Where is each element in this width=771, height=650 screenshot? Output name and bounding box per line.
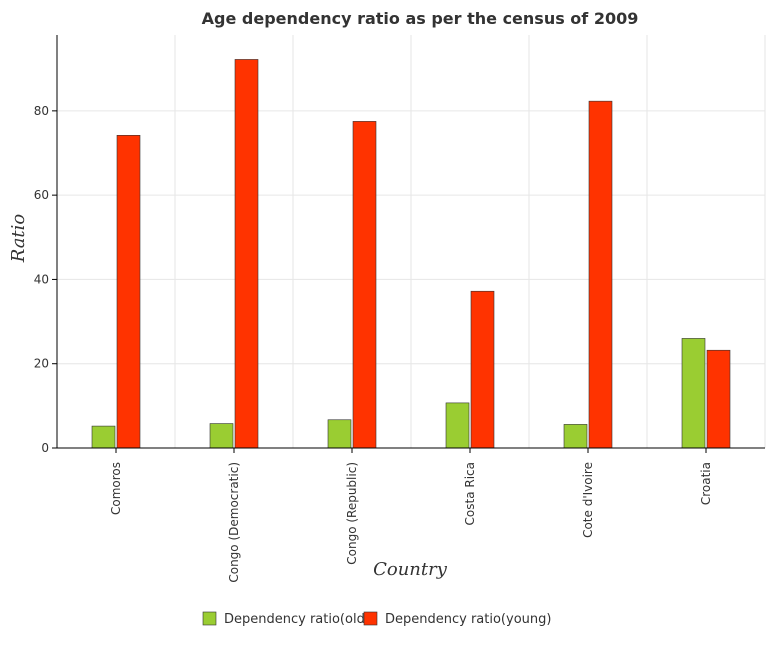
bar-old: [91, 425, 116, 449]
x-tick-label: Croatia: [699, 462, 713, 505]
legend-label-young: Dependency ratio(young): [385, 612, 551, 627]
bar-young: [234, 59, 259, 449]
bar-young: [352, 121, 377, 449]
x-tick-label: Comoros: [109, 462, 123, 515]
x-tick-labels: Comoros Congo (Democratic) Congo (Republic…: [109, 448, 713, 583]
bar-old: [327, 419, 352, 449]
x-tick-label: Congo (Republic): [345, 462, 359, 565]
y-tick-label: 40: [34, 272, 49, 286]
legend-swatch-old: [202, 611, 217, 626]
y-tick-label: 0: [41, 441, 49, 455]
bar-old: [563, 424, 588, 449]
grid-lines: [56, 35, 766, 449]
legend-label-old: Dependency ratio(old): [224, 612, 370, 627]
legend: Dependency ratio(old) Dependency ratio(yo…: [202, 611, 551, 627]
bar-young: [706, 349, 731, 449]
y-axis-title: Ratio: [8, 214, 29, 264]
y-tick-label: 20: [34, 357, 49, 371]
bar-old: [209, 423, 234, 449]
y-tick-labels: 0 20 40 60 80: [34, 104, 57, 455]
y-tick-label: 60: [34, 188, 49, 202]
bar-old: [445, 402, 470, 449]
x-tick-label: Costa Rica: [463, 462, 477, 525]
bar-young: [116, 135, 141, 449]
legend-swatch-young: [363, 611, 378, 626]
y-tick-label: 80: [34, 104, 49, 118]
x-tick-label: Congo (Democratic): [227, 462, 241, 583]
x-axis-title: Country: [373, 559, 448, 580]
chart-title: Age dependency ratio as per the census o…: [202, 9, 639, 28]
bar-young: [588, 100, 613, 449]
x-tick-label: Cote d'Ivoire: [581, 462, 595, 538]
bar-young: [470, 290, 495, 449]
axes: [56, 35, 765, 449]
bar-old: [681, 338, 706, 449]
